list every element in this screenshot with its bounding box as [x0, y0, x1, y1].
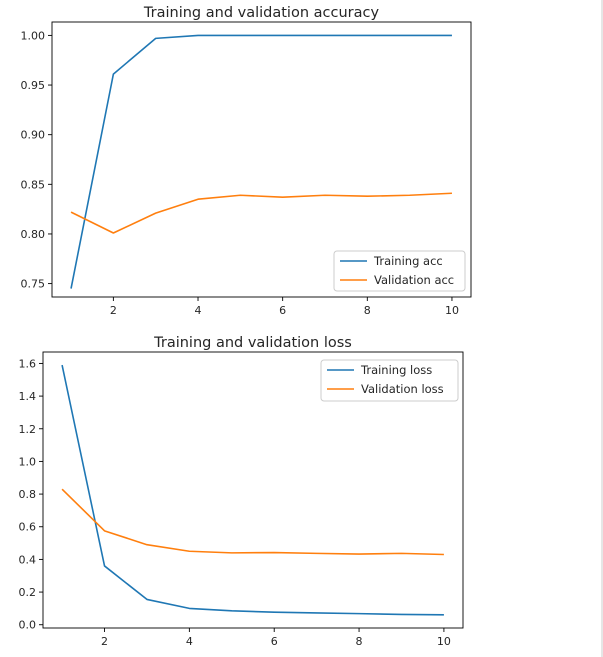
loss-legend-label: Training loss — [360, 363, 432, 377]
loss-y-tick-label: 0.2 — [19, 586, 37, 599]
loss-axes-frame — [42, 351, 464, 629]
loss-x-tick-label: 6 — [271, 635, 278, 648]
accuracy-legend-label: Training acc — [373, 254, 443, 268]
loss-y-tick-label: 0.8 — [19, 488, 37, 501]
accuracy-chart-title: Training and validation accuracy — [143, 5, 380, 21]
loss-x-tick-label: 8 — [356, 635, 363, 648]
accuracy-x-tick-label: 6 — [279, 304, 286, 317]
accuracy-y-tick-label: 0.90 — [21, 129, 46, 142]
accuracy-y-tick-label: 0.80 — [21, 228, 46, 241]
loss-y-tick-label: 0.6 — [19, 521, 37, 534]
loss-y-tick-label: 0.4 — [19, 553, 37, 566]
window-edge — [601, 0, 603, 657]
loss-series-line-validation — [61, 488, 444, 556]
loss-series-line-training — [61, 364, 444, 616]
accuracy-x-tick-label: 2 — [110, 304, 117, 317]
accuracy-x-tick-label: 10 — [445, 304, 459, 317]
accuracy-y-tick-label: 0.95 — [21, 79, 46, 92]
accuracy-x-tick-label: 8 — [364, 304, 371, 317]
accuracy-y-tick-label: 0.85 — [21, 178, 46, 191]
accuracy-y-tick-label: 1.00 — [21, 29, 46, 42]
accuracy-x-tick-label: 4 — [195, 304, 202, 317]
loss-x-tick-label: 4 — [186, 635, 193, 648]
loss-y-tick-label: 0.0 — [19, 619, 37, 632]
accuracy-axes-frame — [51, 21, 472, 298]
loss-y-tick-label: 1.4 — [19, 390, 37, 403]
loss-legend-label: Validation loss — [361, 382, 444, 396]
accuracy-legend-label: Validation acc — [374, 273, 454, 287]
accuracy-chart: Training and validation accuracy 2 4 6 8 10 0.… — [21, 5, 472, 317]
accuracy-series-line-training — [70, 34, 452, 289]
loss-chart: Training and validation loss 2 4 6 8 10 0.0 0.2… — [19, 335, 464, 648]
loss-legend — [320, 359, 459, 402]
accuracy-y-tick-label: 0.75 — [21, 278, 46, 291]
loss-y-tick-label: 1.0 — [19, 455, 37, 468]
loss-chart-title: Training and validation loss — [153, 335, 352, 351]
loss-x-tick-label: 10 — [437, 635, 451, 648]
loss-y-tick-label: 1.2 — [19, 423, 37, 436]
accuracy-series-line-validation — [70, 192, 452, 234]
loss-y-tick-label: 1.6 — [19, 357, 37, 370]
loss-x-tick-label: 2 — [101, 635, 108, 648]
